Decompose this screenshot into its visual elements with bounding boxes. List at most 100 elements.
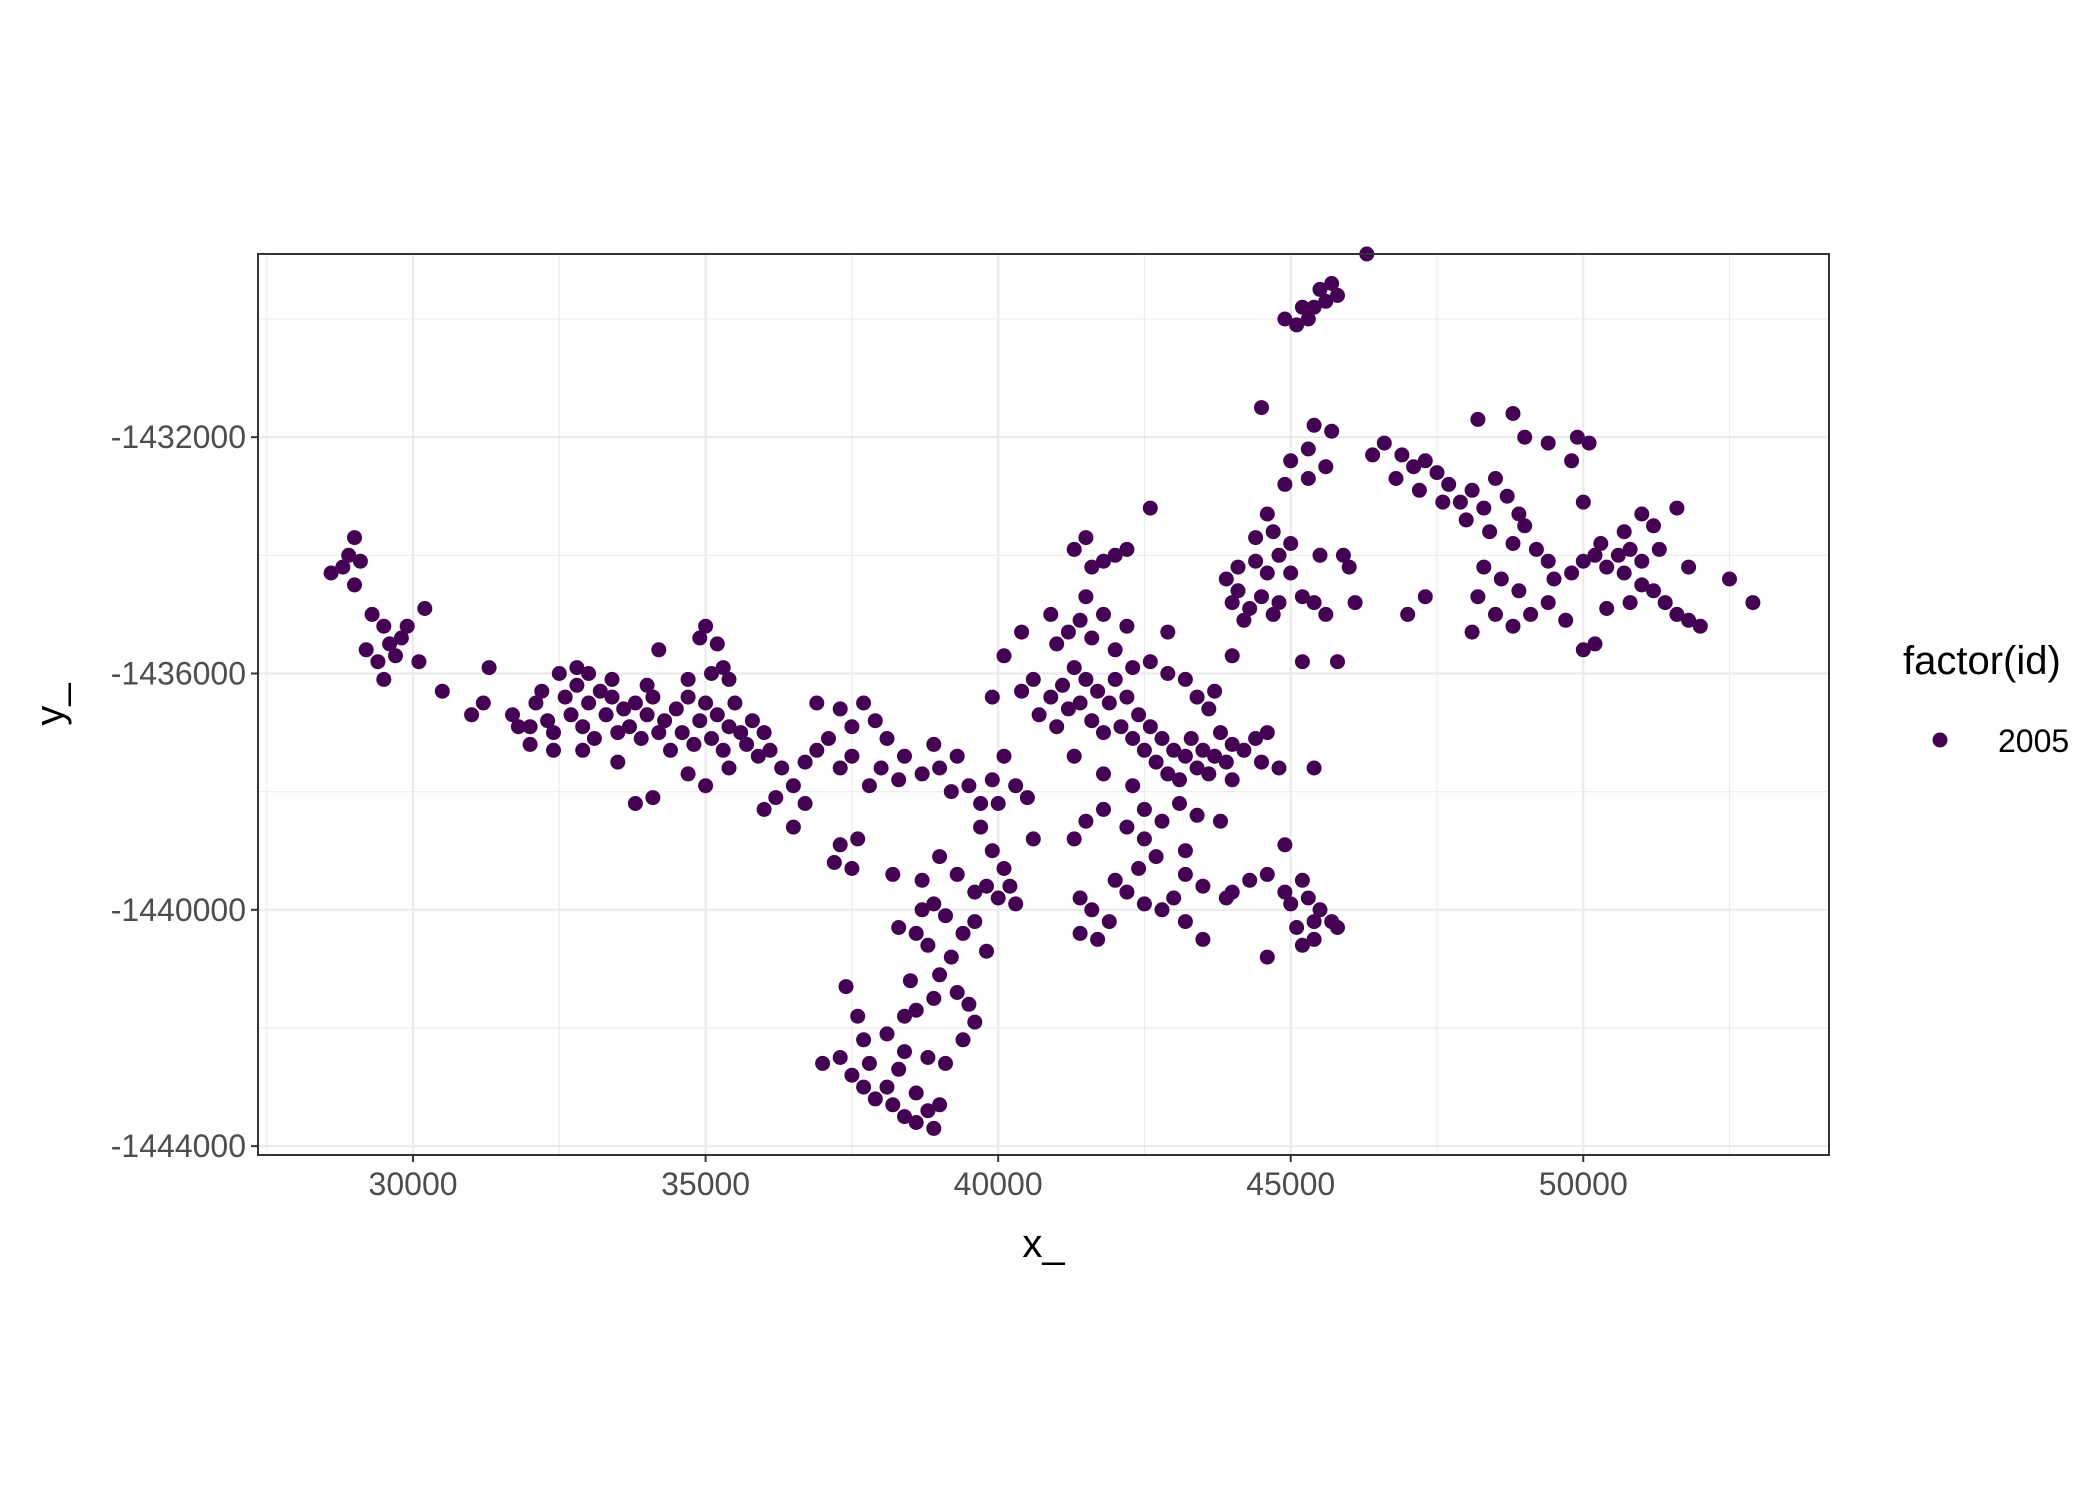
data-point (569, 660, 585, 676)
data-point (627, 695, 643, 711)
data-point (1306, 760, 1322, 776)
data-point (505, 707, 520, 723)
data-point (616, 701, 632, 717)
data-point (1376, 435, 1392, 451)
data-point (721, 760, 737, 776)
data-point (364, 606, 380, 622)
data-point (1283, 453, 1299, 469)
data-point (1306, 299, 1322, 315)
data-point (1277, 311, 1293, 327)
data-point (657, 713, 673, 729)
data-point (1306, 595, 1322, 611)
data-point (1312, 902, 1328, 918)
data-point (1254, 754, 1269, 770)
data-point (1213, 725, 1228, 741)
data-point (680, 766, 696, 782)
data-point (698, 695, 714, 711)
data-point (1540, 595, 1556, 611)
data-point (575, 719, 591, 735)
data-point (1265, 524, 1281, 540)
data-point (563, 707, 579, 723)
data-point (1101, 914, 1117, 930)
data-point (1692, 618, 1708, 634)
data-point (832, 1050, 848, 1065)
data-point (1581, 435, 1597, 451)
data-point (1107, 642, 1123, 658)
data-point (1505, 406, 1521, 421)
data-point (1634, 577, 1650, 593)
data-point (1078, 530, 1094, 546)
data-point (1259, 949, 1275, 965)
data-point (1248, 731, 1264, 746)
data-point (715, 660, 731, 676)
data-point (633, 731, 649, 746)
data-point (1119, 618, 1135, 634)
data-point (376, 671, 392, 687)
data-point (1066, 660, 1082, 676)
data-point (1084, 630, 1100, 646)
x-tick-label: 40000 (954, 1166, 1043, 1202)
data-point (809, 742, 825, 758)
x-tick-label: 50000 (1539, 1166, 1628, 1202)
data-point (1072, 925, 1088, 941)
data-point (984, 843, 1000, 859)
data-point (797, 754, 813, 770)
data-point (1183, 731, 1199, 746)
data-point (1646, 583, 1661, 599)
data-point (897, 1008, 912, 1024)
data-point (1014, 624, 1030, 640)
data-point (844, 1067, 860, 1083)
data-point (1610, 547, 1626, 563)
data-point (1078, 589, 1094, 605)
data-point (1277, 884, 1293, 900)
data-point (1347, 595, 1363, 611)
data-point (399, 618, 415, 634)
data-points (323, 246, 1761, 1136)
data-point (1458, 512, 1474, 528)
data-point (1365, 447, 1381, 463)
data-point (1499, 488, 1515, 504)
data-point (920, 1050, 936, 1065)
data-point (1470, 589, 1486, 605)
data-point (1599, 601, 1615, 616)
data-point (1119, 541, 1135, 557)
data-point (1575, 553, 1591, 569)
data-point (1136, 742, 1152, 758)
data-point (850, 1008, 866, 1024)
data-point (1265, 606, 1281, 622)
data-point (1060, 624, 1076, 640)
data-point (1131, 861, 1147, 876)
x-axis-title: x_ (1022, 1222, 1065, 1266)
data-point (704, 731, 719, 746)
data-point (1306, 931, 1322, 947)
data-point (627, 796, 643, 811)
data-point (996, 861, 1012, 876)
data-point (1400, 606, 1416, 622)
data-point (522, 736, 538, 752)
data-point (920, 1103, 936, 1119)
data-point (639, 707, 655, 723)
data-point (557, 689, 573, 705)
data-point (1160, 666, 1176, 681)
data-point (388, 648, 403, 664)
data-point (897, 1109, 912, 1125)
data-point (1388, 471, 1404, 486)
data-point (897, 748, 912, 764)
data-point (674, 725, 690, 741)
data-point (1096, 553, 1111, 569)
minor-gridlines (258, 254, 1829, 1155)
data-point (1435, 494, 1451, 510)
data-point (1148, 754, 1164, 770)
data-point (1107, 872, 1123, 888)
data-point (1300, 311, 1316, 327)
data-point (709, 707, 725, 723)
data-point (990, 796, 1006, 811)
data-point (996, 748, 1012, 764)
data-point (481, 660, 497, 676)
x-tick-label: 30000 (369, 1166, 458, 1202)
data-point (1084, 713, 1100, 729)
data-point (1107, 547, 1123, 563)
data-point (1259, 565, 1275, 581)
data-point (920, 937, 936, 953)
data-point (1096, 606, 1111, 622)
